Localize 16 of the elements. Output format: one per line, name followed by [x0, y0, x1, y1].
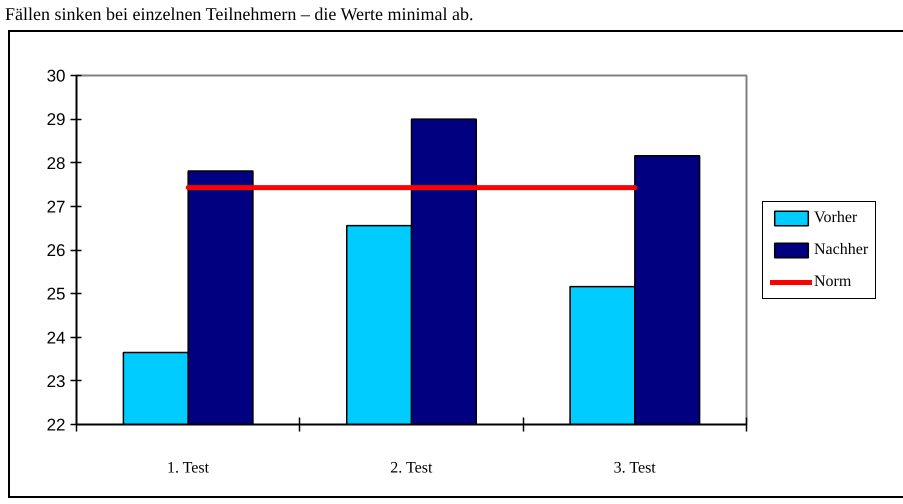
y-tick-label: 22 [46, 416, 66, 434]
y-tick-label: 29 [46, 110, 66, 130]
legend-label: Nachher [814, 240, 868, 258]
x-tick-label: 1. Test [166, 460, 210, 476]
y-tick-label: 25 [46, 284, 66, 304]
y-tick-label: 26 [46, 241, 66, 260]
x-tick-label: 3. Test [614, 460, 656, 476]
y-tick-label: 27 [46, 197, 66, 216]
legend-label: Norm [814, 272, 852, 290]
text: Fällen sinken bei einzelnen Teilnehmern – die Werte minimal ab. [5, 4, 474, 24]
x-tick-label: 2. Test [390, 460, 433, 476]
y-tick-label: 24 [46, 328, 66, 348]
y-tick-label: 30 [46, 66, 66, 86]
legend-label: Vorher [814, 208, 858, 226]
y-tick-label: 28 [46, 154, 66, 173]
y-tick-label: 23 [46, 372, 66, 391]
